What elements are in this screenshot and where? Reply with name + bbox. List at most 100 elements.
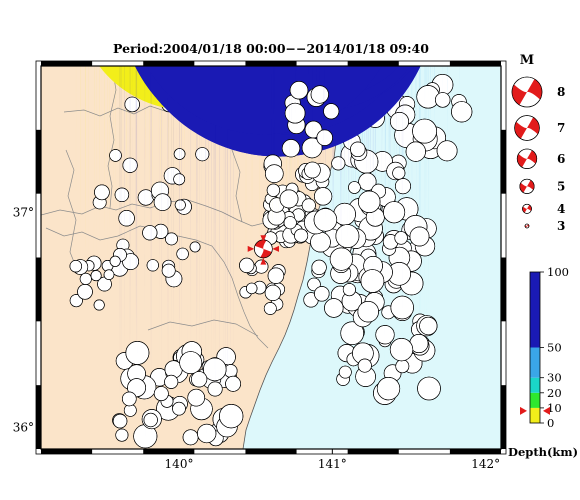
earthquake-mechanism-198 (435, 66, 451, 108)
earthquake-mechanism-343 (310, 66, 329, 104)
earthquake-mechanism-326 (225, 66, 345, 392)
earthquake-mechanism-113 (239, 66, 255, 274)
earthquake-mechanism-346 (281, 66, 301, 158)
frame-segment-top-6 (347, 61, 399, 66)
earthquake-mechanism-203 (451, 66, 473, 123)
lon-tick-label-2: 142° (471, 457, 500, 471)
depth-marker-left (520, 406, 527, 415)
earthquake-mechanism-93 (93, 66, 280, 311)
earthquake-mechanism-105 (263, 66, 277, 315)
earthquake-mechanism-114 (267, 66, 285, 284)
earthquake-mechanism-166 (376, 66, 401, 401)
frame-segment-left-5 (36, 385, 41, 449)
depth-tick-label-30: 30 (547, 371, 562, 385)
frame-segment-bottom-6 (347, 449, 399, 454)
magnitude-legend: M 8 7 6 5 4 3 (511, 53, 565, 233)
earthquake-mechanism-236 (358, 66, 377, 191)
target-event-mechanism (254, 239, 273, 259)
earthquake-mechanism-68 (109, 66, 122, 162)
earthquake-mechanism-122 (283, 66, 297, 230)
frame-segment-bottom-8 (449, 449, 501, 454)
lon-tick-label-1: 141° (318, 457, 347, 471)
earthquake-mechanism-324 (207, 66, 356, 397)
earthquake-mechanism-235 (389, 66, 409, 132)
earthquake-mechanism-264 (357, 66, 379, 323)
earthquake-mechanism-100 (109, 66, 214, 267)
earthquake-mechanism-71 (122, 66, 138, 173)
earthquake-mechanism-335 (301, 66, 323, 159)
magnitude-legend-ball-6 (516, 148, 538, 169)
earthquake-mechanism-177 (357, 66, 372, 373)
frame-segment-bottom-0 (41, 449, 93, 454)
earthquake-mechanism-269 (390, 66, 414, 320)
target-pointer-0 (247, 245, 255, 252)
magnitude-legend-ball-5 (519, 178, 535, 194)
earthquake-mechanism-96 (79, 66, 251, 285)
earthquake-mechanism-336 (266, 66, 281, 197)
magnitude-legend-label-7: 7 (557, 121, 565, 135)
earthquake-mechanism-328 (191, 66, 350, 388)
earthquake-mechanism-46 (118, 66, 135, 227)
magnitude-legend-label-6: 6 (557, 152, 565, 166)
depth-tick-label-10: 10 (547, 401, 562, 415)
earthquake-mechanism-271 (383, 66, 406, 224)
earthquake-mechanism-262 (348, 66, 361, 194)
depth-tick-label-100: 100 (547, 265, 569, 279)
frame-segment-bottom-2 (143, 449, 195, 454)
earthquake-mechanism-316 (187, 66, 372, 407)
earthquake-mechanism-344 (316, 66, 333, 146)
earthquake-mechanism-97 (69, 66, 239, 273)
earthquake-mechanism-315 (125, 66, 328, 365)
earthquake-mechanism-69 (142, 66, 158, 241)
earthquake-mechanism-296 (172, 66, 387, 416)
earthquake-mechanism-322 (143, 66, 403, 428)
depth-scale-title: Depth(km) (508, 445, 578, 459)
target-pointer-3 (260, 257, 267, 265)
earthquake-mechanism-148 (417, 66, 441, 401)
earthquake-mechanism-123 (294, 66, 309, 243)
earthquake-mechanism-253 (331, 66, 346, 171)
earthquake-mechanism-155 (419, 66, 438, 336)
earthquake-mechanism-318 (164, 66, 357, 389)
earthquake-mechanism-48 (173, 66, 186, 160)
earthquake-mechanism-320 (179, 66, 330, 375)
earthquake-mechanism-311 (203, 66, 322, 382)
earthquake-mechanism-249 (324, 66, 344, 318)
earthquake-mechanism-72 (174, 66, 186, 211)
earthquake-mechanism-342 (289, 66, 309, 100)
earthquake-mechanism-67 (94, 66, 110, 201)
depth-band-1 (530, 392, 540, 408)
earthquake-mechanism-88 (69, 66, 278, 308)
earthquake-mechanism-94 (103, 66, 240, 281)
earthquake-mechanism-327 (219, 66, 383, 429)
magnitude-legend-label-4: 4 (557, 202, 565, 216)
axis-tick-labels: 140° 141° 142° 37° 36° (13, 205, 500, 471)
magnitude-legend-title: M (520, 53, 534, 68)
frame-segment-top-4 (245, 61, 297, 66)
earthquake-mechanism-319 (153, 66, 374, 401)
depth-tick-label-20: 20 (547, 386, 562, 400)
target-pointer-1 (272, 245, 279, 252)
earthquake-mechanism-61 (146, 66, 159, 272)
earthquake-mechanism-180 (375, 66, 395, 345)
magnitude-legend-label-3: 3 (557, 219, 565, 233)
earthquake-mechanism-111 (246, 66, 258, 295)
earthquake-mechanism-202 (412, 66, 438, 144)
lon-tick-label-0: 140° (165, 457, 194, 471)
target-pointer-2 (260, 235, 267, 242)
earthquake-mechanism-74 (161, 66, 176, 278)
earthquake-mechanism-347 (264, 66, 284, 183)
earthquake-mechanism-274 (358, 66, 381, 214)
depth-band-0 (530, 407, 540, 423)
earthquake-mechanism-109 (264, 66, 282, 302)
earthquake-mechanism-52 (153, 66, 172, 211)
depth-band-2 (530, 377, 540, 393)
earthquake-mechanism-186 (338, 66, 352, 379)
earthquake-mechanism-348 (304, 66, 321, 179)
depth-band-4 (530, 272, 540, 348)
earthquake-mechanism-73 (176, 66, 189, 261)
earthquake-mechanism-174 (389, 66, 414, 362)
frame-segment-top-8 (449, 61, 501, 66)
